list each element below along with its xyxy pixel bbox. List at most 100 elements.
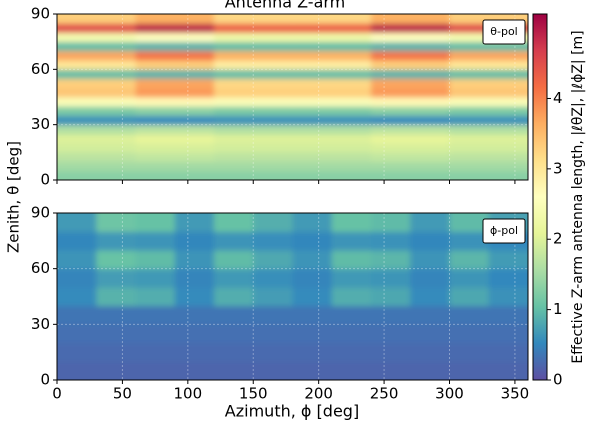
heatmap-cell	[174, 305, 215, 325]
heatmap-cell	[449, 78, 528, 89]
heatmap-cell	[57, 152, 136, 163]
heatmap-cell	[57, 23, 136, 33]
annotation: ϕ-pol	[490, 224, 518, 237]
heatmap-cell	[174, 287, 215, 307]
heatmap-cell	[371, 106, 450, 116]
y-tick-label: 30	[31, 315, 50, 333]
heatmap-cell	[214, 161, 293, 172]
heatmap-cell	[57, 133, 136, 144]
y-tick-label: 0	[40, 371, 50, 389]
heatmap-cell	[371, 361, 411, 380]
heatmap-cell	[135, 115, 215, 126]
heatmap-cell	[331, 231, 372, 251]
heatmap-blur	[57, 213, 528, 380]
heatmap-cell	[135, 69, 215, 80]
heatmap-cell	[135, 324, 176, 344]
heatmap-cell	[371, 97, 450, 107]
heatmap-cell	[57, 60, 136, 70]
plot-frame	[56, 13, 529, 181]
colorbar-tick-label: 4	[553, 89, 563, 107]
heatmap-cell	[214, 143, 293, 153]
heatmap-cell	[174, 324, 215, 344]
heatmap-cell	[253, 213, 293, 233]
heatmap-cell	[57, 250, 97, 270]
heatmap-cell	[449, 106, 528, 116]
heatmap-cell	[331, 342, 372, 362]
heatmap-cell	[371, 324, 411, 344]
heatmap-cell	[135, 106, 215, 116]
heatmap-cell	[449, 14, 528, 24]
heatmap-cell	[488, 250, 528, 270]
heatmap-cell	[410, 342, 450, 362]
heatmap-cell	[96, 361, 136, 380]
heatmap-cell	[292, 78, 372, 89]
colorbar-tick-label: 3	[553, 159, 563, 177]
heatmap-cell	[214, 41, 293, 52]
heatmap-cell	[96, 305, 136, 325]
y-tick-label: 30	[31, 115, 50, 133]
heatmap-cell	[135, 268, 176, 288]
heatmap-cell	[135, 305, 176, 325]
heatmap-cell	[292, 161, 372, 172]
plot-frame	[56, 212, 529, 381]
colorbar	[532, 13, 548, 381]
heatmap-cell	[135, 14, 215, 24]
heatmap-cell	[57, 143, 136, 153]
heatmap-cell	[214, 170, 293, 180]
heatmap-cell	[371, 170, 450, 180]
heatmap-cell	[410, 287, 450, 307]
heatmap-cell	[488, 287, 528, 307]
heatmap-cell	[449, 69, 528, 80]
heatmap-cell	[292, 268, 333, 288]
heatmap-cell	[57, 124, 136, 135]
heatmap-cell	[135, 87, 215, 98]
heatmap-cell	[135, 50, 215, 61]
heatmap-cell	[96, 213, 136, 233]
heatmap-cell	[135, 97, 215, 107]
heatmap-cell	[135, 124, 215, 135]
heatmap-cell	[488, 305, 528, 325]
heatmap-blur	[57, 14, 528, 180]
heatmap-cell	[410, 250, 450, 270]
heatmap-cell	[57, 287, 97, 307]
heatmap-cell	[292, 69, 372, 80]
heatmap-cell	[292, 324, 333, 344]
heatmap-cell	[214, 32, 293, 43]
heatmap-cell	[214, 361, 254, 380]
heatmap-cell	[214, 213, 254, 233]
heatmap-cell	[410, 361, 450, 380]
annotation-box	[482, 19, 526, 45]
heatmap-cell	[57, 342, 97, 362]
heatmap-cell	[292, 50, 372, 61]
heatmap-cell	[57, 115, 136, 126]
heatmap-cell	[135, 78, 215, 89]
heatmap-cell	[135, 250, 176, 270]
heatmap-cell	[214, 87, 293, 98]
heatmap-cell	[331, 268, 372, 288]
heatmap-cells	[57, 14, 528, 180]
heatmap-cell	[292, 23, 372, 33]
heatmap-cell	[371, 50, 450, 61]
heatmap-cell	[253, 250, 293, 270]
heatmap-cell	[292, 124, 372, 135]
y-tick-label: 60	[31, 60, 50, 78]
heatmap-cell	[135, 60, 215, 70]
heatmap-cell	[214, 231, 254, 251]
heatmap-cell	[253, 231, 293, 251]
heatmap-cell	[96, 287, 136, 307]
heatmap-cell	[214, 60, 293, 70]
heatmap-cell	[292, 32, 372, 43]
colorbar-tick-label: 1	[553, 300, 563, 318]
heatmap-cell	[371, 14, 450, 24]
heatmap-cell	[253, 361, 293, 380]
chart-title: Antenna Z-arm	[225, 0, 346, 12]
x-tick-label: 300	[435, 385, 464, 403]
heatmap-cell	[449, 250, 490, 270]
heatmap-cell	[174, 213, 215, 233]
heatmap-cell	[214, 324, 254, 344]
heatmap-cell	[57, 32, 136, 43]
heatmap-cell	[135, 231, 176, 251]
heatmap-cell	[449, 124, 528, 135]
heatmap-cell	[135, 41, 215, 52]
heatmap-cell	[331, 324, 372, 344]
